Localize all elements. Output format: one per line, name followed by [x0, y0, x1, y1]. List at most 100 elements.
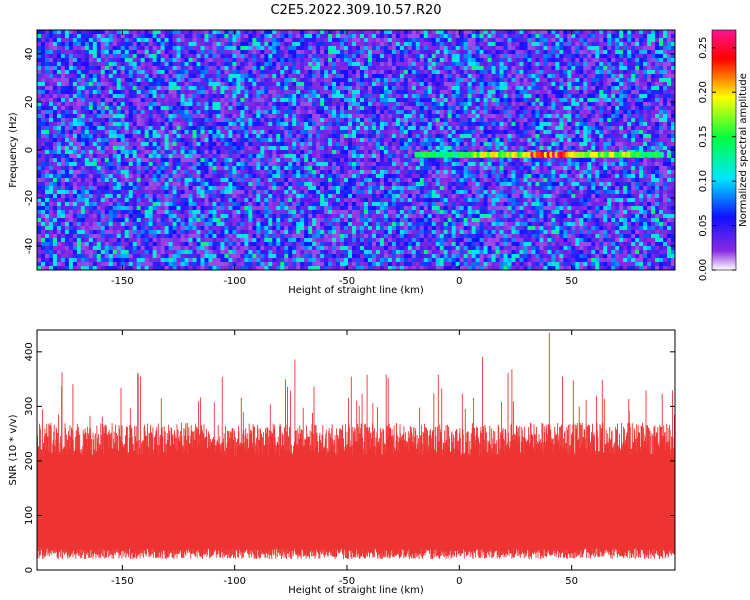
heatmap-cell — [228, 206, 233, 211]
heatmap-cell — [152, 130, 158, 135]
heatmap-cell — [308, 182, 313, 187]
heatmap-cell — [76, 158, 82, 163]
heatmap-cell — [37, 122, 42, 127]
heatmap-cell — [96, 86, 102, 91]
heatmap-cell — [280, 54, 285, 59]
heatmap-cell — [140, 46, 146, 51]
heatmap-cell — [232, 262, 237, 267]
heatmap-cell — [228, 150, 233, 155]
heatmap-cell — [220, 86, 225, 91]
heatmap-cell — [232, 250, 237, 255]
heatmap-cell — [240, 214, 245, 219]
heatmap-cell — [160, 254, 165, 259]
heatmap-cell — [48, 234, 54, 239]
heatmap-cell — [96, 94, 102, 99]
heatmap-cell — [320, 122, 325, 127]
heatmap-cell — [224, 214, 229, 219]
heatmap-cell — [124, 126, 130, 131]
heatmap-cell — [308, 222, 313, 227]
heatmap-cell — [76, 250, 82, 255]
heatmap-cell — [164, 258, 169, 263]
heatmap-cell — [292, 58, 297, 63]
heatmap-cell — [84, 202, 90, 207]
heatmap-cell — [148, 110, 154, 115]
heatmap-cell — [144, 194, 150, 199]
heatmap-cell — [336, 266, 341, 270]
heatmap-cell — [116, 246, 122, 251]
heatmap-cell — [180, 258, 185, 263]
heatmap-cell — [228, 218, 233, 223]
heatmap-cell — [312, 170, 317, 175]
heatmap-cell — [252, 74, 257, 79]
heatmap-cell — [332, 130, 337, 135]
heatmap-cell — [172, 262, 177, 267]
heatmap-cell — [228, 138, 233, 143]
heatmap-cell — [192, 158, 197, 163]
heatmap-cell — [248, 122, 253, 127]
heatmap-cell — [268, 142, 273, 147]
heatmap-cell — [244, 234, 249, 239]
heatmap-cell — [164, 226, 169, 231]
heatmap-cell — [268, 98, 273, 103]
heatmap-cell — [232, 210, 237, 215]
heatmap-cell — [184, 34, 189, 39]
heatmap-cell — [300, 234, 305, 239]
heatmap-cell — [116, 142, 122, 147]
heatmap-cell — [64, 234, 70, 239]
heatmap-cell — [156, 202, 162, 207]
heatmap-cell — [248, 130, 253, 135]
heatmap-cell — [352, 50, 357, 55]
heatmap-cell — [40, 230, 46, 235]
heatmap-cell — [44, 66, 50, 71]
heatmap-cell — [212, 102, 217, 107]
heatmap-cell — [180, 170, 185, 175]
heatmap-cell — [64, 178, 70, 183]
heatmap-cell — [256, 158, 261, 163]
heatmap-cell — [312, 246, 317, 251]
heatmap-cell — [228, 102, 233, 107]
heatmap-cell — [120, 190, 126, 195]
heatmap-cell — [37, 194, 42, 199]
heatmap-cell — [176, 50, 181, 55]
heatmap-cell — [40, 122, 46, 127]
heatmap-cell — [120, 42, 126, 47]
heatmap-cell — [244, 202, 249, 207]
heatmap-cell — [72, 54, 78, 59]
heatmap-cell — [176, 130, 181, 135]
heatmap-cell — [188, 218, 193, 223]
heatmap-cell — [168, 42, 173, 47]
heatmap-cell — [332, 250, 337, 255]
heatmap-cell — [324, 66, 329, 71]
heatmap-cell — [184, 74, 189, 79]
heatmap-cell — [64, 34, 70, 39]
heatmap-cell — [96, 82, 102, 87]
heatmap-cell — [60, 190, 66, 195]
heatmap-cell — [188, 98, 193, 103]
heatmap-cell — [220, 238, 225, 243]
heatmap-cell — [48, 202, 54, 207]
heatmap-cell — [132, 118, 138, 123]
heatmap-cell — [88, 86, 94, 91]
heatmap-cell — [284, 118, 289, 123]
heatmap-cell — [363, 98, 369, 103]
heatmap-cell — [260, 98, 265, 103]
heatmap-cell — [304, 230, 309, 235]
heatmap-cell — [180, 210, 185, 215]
heatmap-cell — [72, 182, 78, 187]
heatmap-cell — [40, 262, 46, 267]
heatmap-cell — [316, 138, 321, 143]
heatmap-cell — [356, 150, 361, 155]
heatmap-cell — [148, 202, 154, 207]
heatmap-cell — [264, 78, 269, 83]
heatmap-cell — [208, 190, 213, 195]
heatmap-cell — [324, 150, 329, 155]
heatmap-cell — [132, 262, 138, 267]
heatmap-cell — [37, 210, 42, 215]
heatmap-cell — [220, 158, 225, 163]
heatmap-cell — [92, 70, 98, 75]
heatmap-cell — [192, 30, 197, 35]
heatmap-cell — [188, 66, 193, 71]
heatmap-cell — [152, 234, 158, 239]
heatmap-cell — [104, 262, 110, 267]
heatmap-cell — [56, 214, 62, 219]
